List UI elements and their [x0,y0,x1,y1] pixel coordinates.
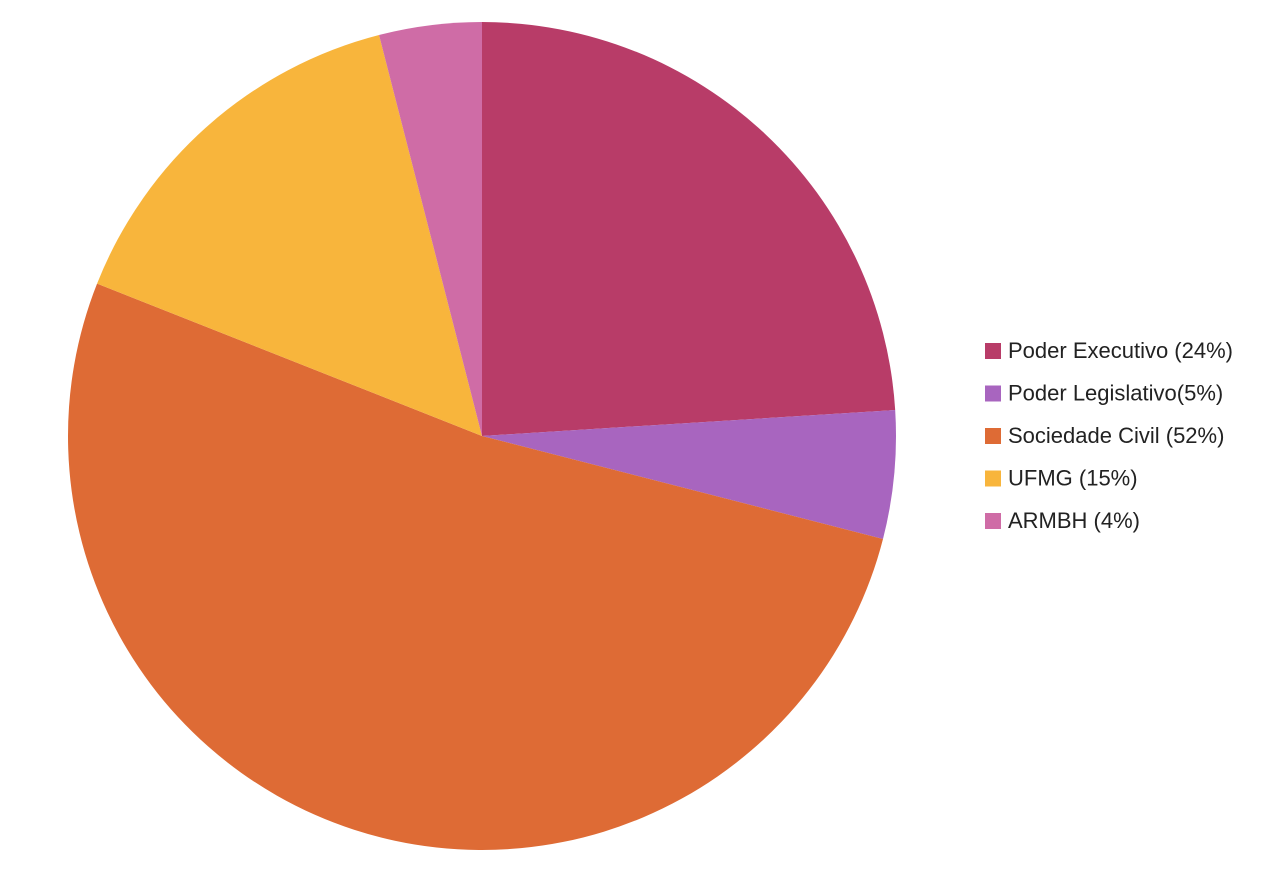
pie-slice [67,283,883,851]
pie-slice [482,22,896,436]
legend-swatch [985,343,1001,359]
pie-slice [482,410,896,539]
legend-swatch [985,428,1001,444]
legend-label: Poder Executivo (24%) [1008,338,1233,363]
legend-label: Sociedade Civil (52%) [1008,423,1224,448]
pie-slice [379,22,482,436]
legend-label: ARMBH (4%) [1008,508,1140,533]
legend-label: UFMG (15%) [1008,465,1138,490]
legend-swatch [985,513,1001,529]
legend-label: Poder Legislativo(5%) [1008,380,1223,405]
legend-swatch [985,385,1001,402]
pie-slice [97,35,482,437]
legend-swatch [985,470,1001,487]
